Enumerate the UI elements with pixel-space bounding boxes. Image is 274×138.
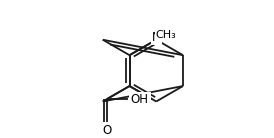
Text: CH₃: CH₃ bbox=[156, 30, 176, 40]
Text: OH: OH bbox=[130, 93, 148, 106]
Text: O: O bbox=[102, 124, 112, 136]
Text: Cl: Cl bbox=[138, 93, 150, 106]
Text: N: N bbox=[152, 31, 161, 44]
